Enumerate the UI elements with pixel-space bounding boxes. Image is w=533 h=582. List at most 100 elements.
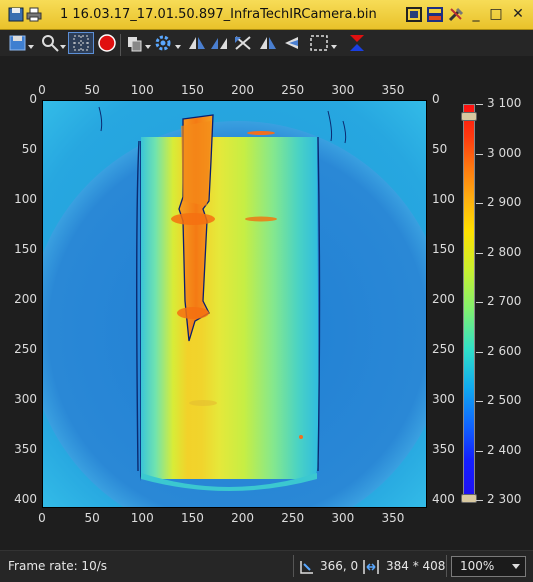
status-separator — [293, 555, 294, 577]
save-dropdown-button[interactable] — [8, 32, 36, 54]
x-tick-label-top: 0 — [38, 83, 46, 97]
rotate-left-icon — [211, 38, 227, 49]
pointer-tool-button[interactable] — [40, 32, 68, 54]
y-tick-label-right: 0 — [432, 92, 440, 106]
range-icon — [350, 35, 364, 51]
colorbar-tick — [476, 500, 483, 501]
x-tick-label-bottom: 50 — [84, 511, 100, 525]
flip-horizontal-button[interactable] — [186, 32, 208, 54]
colorbar-min-handle[interactable] — [461, 494, 477, 503]
mirror-icon — [260, 37, 276, 49]
x-tick-label-bottom: 100 — [130, 511, 154, 525]
colorbar[interactable] — [463, 104, 475, 500]
colorbar-tick — [476, 153, 483, 155]
print-icon[interactable] — [26, 7, 42, 22]
colorbar-tick-label: 2 800 — [487, 244, 522, 259]
title-bar: 1 16.03.17_17.01.50.897_InfraTechIRCamer… — [0, 0, 533, 30]
y-tick-label-left: 100 — [14, 192, 37, 206]
selection-icon — [310, 35, 337, 51]
y-tick-label-left: 150 — [14, 242, 37, 256]
image-size-icon — [363, 560, 379, 574]
y-tick-label-right: 200 — [432, 292, 455, 306]
y-tick-label-left: 50 — [21, 142, 37, 156]
colorbar-range-button[interactable] — [346, 32, 368, 54]
y-tick-label-right: 250 — [432, 342, 455, 356]
pointer-icon — [42, 35, 66, 52]
y-tick-label-left: 200 — [14, 292, 37, 306]
copy-dropdown-button[interactable] — [125, 32, 153, 54]
record-button[interactable] — [96, 32, 118, 54]
thermal-image[interactable] — [42, 100, 427, 508]
colorbar-tick-label: 2 400 — [487, 442, 522, 457]
thermal-image-graphic — [43, 101, 426, 507]
rotate-left-button[interactable] — [208, 32, 230, 54]
save-icon[interactable] — [8, 7, 24, 22]
selection-dropdown-button[interactable] — [308, 32, 340, 54]
colorbar-tick — [476, 203, 483, 204]
y-tick-label-left: 350 — [14, 442, 37, 456]
colorbar-tick-label: 2 600 — [487, 343, 522, 358]
colorbar-tick-label: 3 100 — [487, 96, 522, 110]
rotate-right-icon — [235, 36, 251, 50]
settings-dropdown-button[interactable] — [153, 32, 183, 54]
close-button[interactable]: ✕ — [512, 6, 524, 22]
colorbar-tick-label: 3 000 — [487, 145, 522, 160]
colorbar-tick — [476, 302, 483, 303]
triangle-left-icon — [285, 37, 298, 49]
x-tick-label-bottom: 300 — [331, 511, 355, 525]
mirror-button[interactable] — [257, 32, 279, 54]
y-tick-label-right: 100 — [432, 192, 455, 206]
maximize-button[interactable]: □ — [489, 6, 503, 22]
layout-icon[interactable] — [405, 6, 423, 23]
colorbar-tick — [476, 401, 483, 402]
x-tick-label-top: 100 — [130, 83, 154, 97]
tools-icon[interactable] — [447, 6, 465, 23]
x-tick-label-bottom: 200 — [231, 511, 254, 525]
y-tick-label-right: 300 — [432, 392, 455, 406]
x-tick-label-top: 350 — [381, 83, 405, 97]
toolbar-separator — [120, 34, 121, 56]
x-tick-label-bottom: 150 — [180, 511, 204, 525]
colorbar-tick-label: 2 700 — [487, 294, 522, 308]
colorbar-tick-label: 2 900 — [487, 195, 522, 209]
palette-icon[interactable] — [426, 6, 444, 23]
status-bar: Frame rate: 10/s 366, 0 384 * 408 100% — [0, 550, 533, 582]
x-tick-label-top: 200 — [231, 83, 254, 97]
colorbar-tick-label: 2 300 — [487, 492, 522, 506]
gear-icon — [155, 35, 181, 51]
frame-rate-label: Frame rate: 10/s — [8, 559, 107, 573]
y-tick-label-right: 350 — [432, 442, 455, 456]
y-tick-label-left: 0 — [29, 92, 37, 106]
y-tick-label-left: 400 — [14, 492, 37, 506]
grid-icon — [73, 35, 89, 51]
zoom-value: 100% — [460, 559, 495, 573]
x-tick-label-top: 50 — [84, 83, 100, 97]
window-title: 1 16.03.17_17.01.50.897_InfraTechIRCamer… — [60, 7, 377, 22]
x-tick-label-bottom: 350 — [381, 511, 405, 525]
grid-select-button[interactable] — [68, 32, 94, 54]
x-tick-label-top: 250 — [281, 83, 305, 97]
minimize-button[interactable]: _ — [472, 6, 480, 22]
chevron-down-icon — [512, 564, 520, 569]
status-separator — [446, 555, 447, 577]
colorbar-tick — [476, 104, 483, 105]
rotate-right-button[interactable] — [232, 32, 254, 54]
record-icon — [98, 34, 116, 52]
copy-icon — [128, 37, 151, 52]
y-tick-label-left: 250 — [14, 342, 37, 356]
cursor-position-icon — [300, 561, 313, 574]
colorbar-max-handle[interactable] — [461, 112, 477, 121]
triangle-left-button[interactable] — [281, 32, 303, 54]
zoom-select[interactable]: 100% — [451, 556, 526, 577]
x-tick-label-top: 150 — [180, 83, 204, 97]
colorbar-tick — [476, 252, 483, 254]
y-tick-label-right: 50 — [432, 142, 448, 156]
x-tick-label-bottom: 250 — [281, 511, 305, 525]
y-tick-label-right: 400 — [432, 492, 455, 506]
x-tick-label-bottom: 0 — [38, 511, 46, 525]
colorbar-tick — [476, 351, 483, 353]
y-tick-label-right: 150 — [432, 242, 455, 256]
floppy-icon — [9, 35, 34, 51]
cursor-position-value: 366, 0 — [320, 559, 359, 573]
colorbar-tick — [476, 450, 483, 452]
